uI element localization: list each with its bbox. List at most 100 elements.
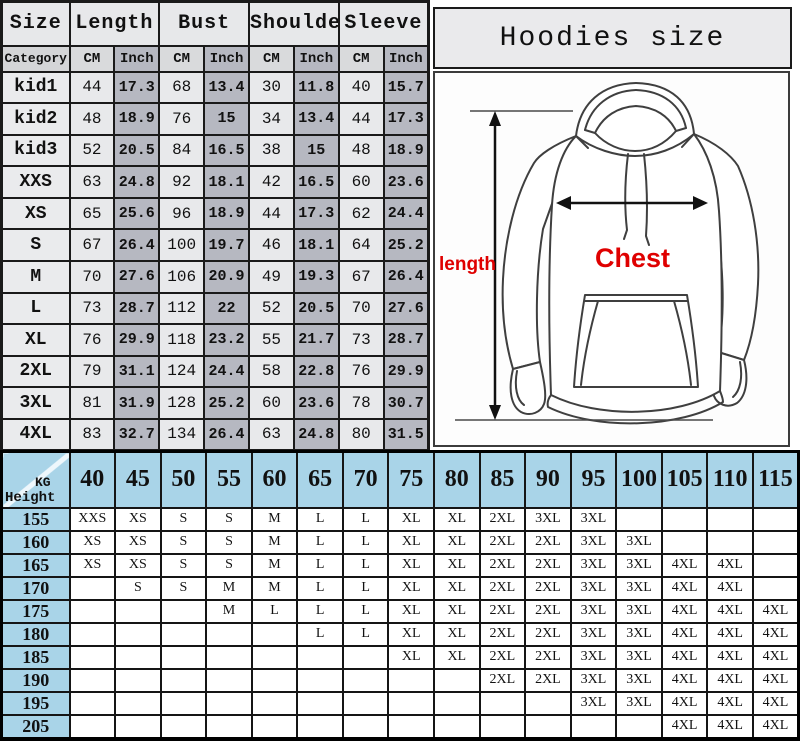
height-label: 160 [0,529,71,555]
matrix-cell: S [159,529,208,555]
matrix-cell [341,667,390,693]
matrix-cell: S [205,552,253,578]
weight-header: 105 [660,450,709,509]
matrix-cell [615,713,663,740]
measure-value: 76 [158,102,206,136]
measure-value: 28.7 [113,291,161,326]
matrix-cell [751,529,800,555]
matrix-cell: 2XL [478,598,527,624]
matrix-row: 170 S S M M L L XL XL 2XL 2XL 3XL 3XL 4XL 4XL [0,575,800,601]
measure-value: 18.1 [203,165,250,199]
measure-value: 78 [337,386,385,420]
measure-value: 128 [158,386,206,420]
matrix-cell [296,644,344,670]
matrix-cell: XL [387,529,435,555]
matrix-cell: S [159,506,208,532]
matrix-cell: XS [68,529,117,555]
matrix-cell [751,506,800,532]
matrix-cell [68,575,117,601]
measure-value: 15 [203,102,250,136]
size-column-header: Size [0,0,71,47]
measure-value: 48 [68,102,116,136]
measure-value: 17.3 [382,102,430,136]
cm-unit-header: CM [68,44,116,73]
matrix-cell [205,644,253,670]
category-header: Category [0,44,71,73]
measure-value: 16.5 [292,165,340,199]
measure-value: 25.2 [382,228,430,262]
size-row: S 67 26.4 100 19.7 46 18.1 64 25.2 [0,228,430,262]
measure-value: 42 [248,165,295,199]
measure-value: 17.3 [292,196,340,231]
matrix-cell: L [341,552,390,578]
matrix-cell: 2XL [478,529,527,555]
measure-value: 76 [337,354,385,389]
measure-value: 58 [248,354,295,389]
matrix-cell: M [250,552,299,578]
chest-label: Chest [595,243,671,273]
matrix-cell: 4XL [706,575,754,601]
measure-value: 29.9 [382,354,430,389]
measure-value: 40 [337,70,385,105]
inch-unit-header: Inch [292,44,340,73]
matrix-cell: 2XL [524,598,572,624]
measure-value: 100 [158,228,206,262]
matrix-cell: 4XL [706,713,754,740]
matrix-cell [296,690,344,716]
height-label: 185 [0,644,71,670]
matrix-cell: S [205,506,253,532]
measure-value: 24.4 [203,354,250,389]
matrix-cell: 4XL [660,713,709,740]
matrix-cell [478,690,527,716]
matrix-cell: XL [433,506,481,532]
matrix-row: 190 2XL 2XL 3XL 3XL 4XL 4XL 4XL [0,667,800,693]
measure-value: 44 [337,102,385,136]
measure-value: 81 [68,386,116,420]
matrix-cell: 3XL [569,690,618,716]
measure-value: 13.4 [203,70,250,105]
measure-value: 49 [248,259,295,294]
matrix-cell: L [296,575,344,601]
measure-value: 18.9 [113,102,161,136]
weight-header: 100 [615,450,663,509]
matrix-cell [205,667,253,693]
matrix-cell [524,690,572,716]
matrix-cell: 2XL [524,644,572,670]
measure-value: 52 [68,133,116,168]
measure-value: 31.9 [113,386,161,420]
measure-value: 17.3 [113,70,161,105]
size-table-header-row: SizeLengthBustShoulderSleeve [0,0,430,47]
measure-value: 15 [292,133,340,168]
length-arrow [455,110,713,421]
matrix-cell [751,552,800,578]
measure-value: 19.3 [292,259,340,294]
measure-value: 24.8 [292,417,340,452]
matrix-cell: L [341,575,390,601]
measure-value: 18.9 [382,133,430,168]
measure-value: 20.9 [203,259,250,294]
weight-header: 65 [296,450,344,509]
measure-value: 22 [203,291,250,326]
matrix-cell: 3XL [569,529,618,555]
measure-value: 27.6 [113,259,161,294]
matrix-cell [660,506,709,532]
matrix-cell: 4XL [660,598,709,624]
matrix-cell [68,667,117,693]
matrix-cell: 4XL [660,621,709,647]
weight-header: 115 [751,450,800,509]
matrix-cell: 3XL [615,667,663,693]
measure-value: 79 [68,354,116,389]
measure-value: 63 [68,165,116,199]
matrix-row: 195 3XL 3XL 4XL 4XL 4XL [0,690,800,716]
weight-height-table: KG Height 40 45 50 55 60 65 70 75 80 85 90 95 100 105… [0,450,800,741]
length-label: length [439,254,496,275]
height-label: 190 [0,667,71,693]
matrix-cell: L [341,506,390,532]
weight-header: 90 [524,450,572,509]
measure-value: 19.7 [203,228,250,262]
matrix-cell [114,667,162,693]
matrix-cell: 2XL [524,529,572,555]
matrix-cell [387,690,435,716]
measure-value: 15.7 [382,70,430,105]
height-label: 165 [0,552,71,578]
